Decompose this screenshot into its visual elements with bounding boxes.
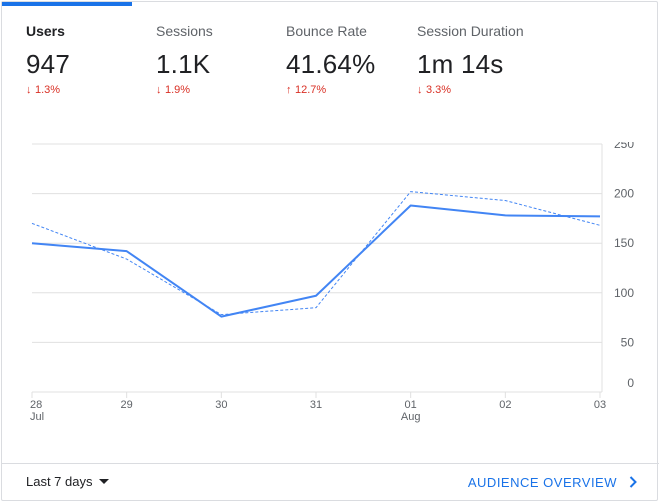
date-range-dropdown[interactable]: Last 7 days [26,473,109,491]
arrow-down-icon: ↓ [26,84,32,96]
chevron-right-icon [629,476,637,488]
x-tick-label: 28 [30,399,42,411]
y-tick-label: 100 [614,286,634,300]
x-tick-sublabel: Aug [401,411,421,423]
card-footer: Last 7 days AUDIENCE OVERVIEW [2,463,659,502]
series-line-previous [31,191,601,316]
metric-change: ↓ 1.3% [26,84,61,96]
metric-label: Users [26,23,65,39]
metric-value: 1m 14s [417,49,504,79]
x-tick-label: 01 [405,399,417,411]
x-tick-label: 03 [594,399,606,411]
metric-sessions[interactable]: Sessions 1.1K ↓ 1.9% [156,22,286,97]
metric-value: 1.1K [156,49,211,79]
metric-change: ↓ 1.9% [156,84,191,96]
date-range-label: Last 7 days [26,474,93,489]
audience-overview-link[interactable]: AUDIENCE OVERVIEW [468,474,637,492]
metric-value: 947 [26,49,70,79]
x-tick-label: 29 [121,399,133,411]
x-tick-label: 02 [499,399,511,411]
series-line-current [31,204,601,318]
metric-users[interactable]: Users 947 ↓ 1.3% [26,22,156,97]
dropdown-caret-icon [98,479,109,484]
arrow-down-icon: ↓ [417,84,423,96]
metric-change: ↑ 12.7% [286,84,327,96]
y-tick-label: 0 [627,376,634,390]
x-tick-sublabel: Jul [30,411,44,423]
y-tick-label: 50 [621,335,635,349]
metric-label: Session Duration [417,23,524,39]
x-tick-label: 31 [310,399,322,411]
active-tab-indicator [2,2,132,6]
x-tick-label: 30 [215,399,227,411]
metric-value: 41.64% [286,49,376,79]
y-tick-label: 150 [614,236,634,250]
audience-overview-label: AUDIENCE OVERVIEW [467,475,617,490]
metric-change: ↓ 3.3% [417,84,452,96]
metric-label: Sessions [156,23,213,39]
metric-label: Bounce Rate [286,23,367,39]
arrow-down-icon: ↓ [156,84,162,96]
metric-bounce-rate[interactable]: Bounce Rate 41.64% ↑ 12.7% [286,22,416,97]
y-tick-label: 200 [614,187,634,201]
arrow-up-icon: ↑ [286,84,292,96]
metric-session-duration[interactable]: Session Duration 1m 14s ↓ 3.3% [417,22,547,97]
y-tick-label: 250 [614,142,634,151]
